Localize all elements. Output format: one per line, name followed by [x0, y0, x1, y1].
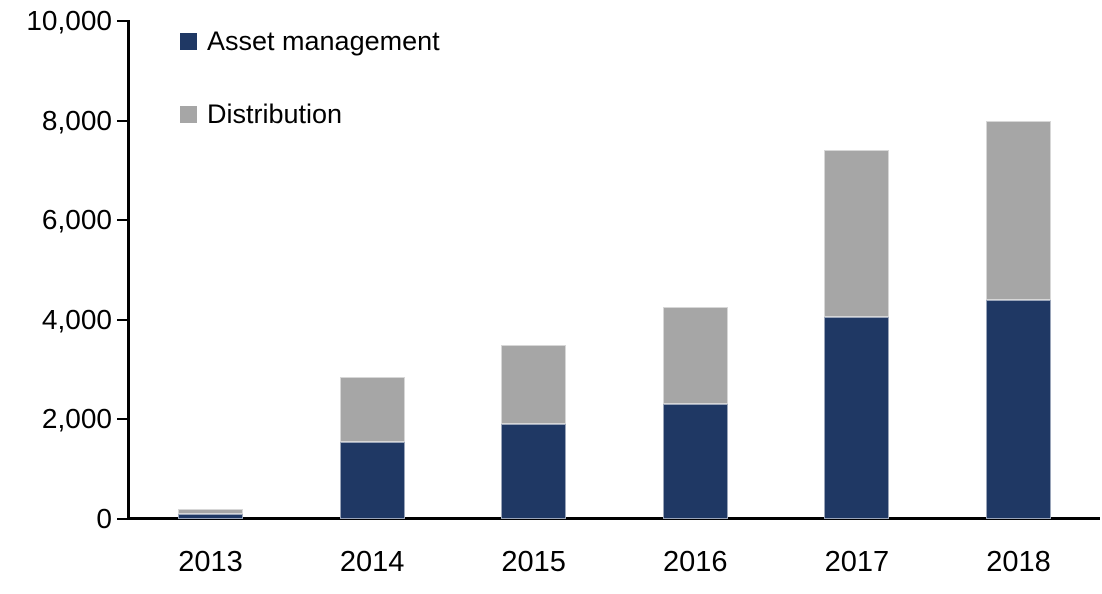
x-axis-category-label: 2015 [501, 546, 566, 578]
bar-segment-asset-management-2016 [662, 404, 728, 519]
y-axis-tick-label: 6,000 [41, 204, 112, 236]
legend-label: Distribution [207, 98, 343, 129]
bar-segment-distribution-2014 [339, 377, 405, 442]
bar-segment-asset-management-2017 [824, 317, 890, 519]
legend-swatch-asset-management [180, 32, 197, 50]
bar-segment-asset-management-2014 [339, 441, 405, 519]
bar-segment-distribution-2018 [986, 120, 1051, 300]
x-axis-category-label: 2013 [178, 546, 243, 578]
x-axis-category-label: 2014 [339, 546, 405, 578]
bar-segment-asset-management-2013 [178, 514, 243, 519]
x-axis-category-label: 2018 [986, 546, 1051, 578]
y-axis-tick-label: 8,000 [41, 104, 112, 136]
y-axis-tick-label: 2,000 [41, 403, 112, 435]
y-axis-tick-mark [117, 119, 128, 122]
y-axis-tick-mark [117, 418, 128, 421]
legend-item-distribution: Distribution [180, 99, 342, 129]
x-axis-category-label: 2017 [824, 546, 890, 578]
legend-label: Asset management [207, 25, 440, 56]
bar-segment-distribution-2016 [662, 307, 728, 405]
x-axis-line [127, 517, 1100, 520]
y-axis-tick-label: 0 [96, 503, 112, 534]
y-axis-tick-label: 10,000 [26, 5, 112, 36]
y-axis-line [127, 20, 130, 520]
bar-segment-distribution-2017 [824, 150, 890, 318]
bar-segment-asset-management-2015 [501, 424, 567, 519]
y-axis-tick-mark [117, 219, 128, 222]
bar-segment-distribution-2015 [501, 344, 567, 425]
y-axis-tick-mark [117, 518, 128, 520]
y-axis-tick-mark [117, 20, 128, 22]
x-axis-category-label: 2016 [663, 546, 728, 578]
legend-item-asset-management: Asset management [180, 26, 440, 56]
y-axis-tick-label: 4,000 [41, 303, 112, 335]
legend-swatch-distribution [180, 105, 197, 123]
bar-segment-distribution-2013 [178, 509, 243, 515]
bar-segment-asset-management-2018 [986, 299, 1051, 519]
y-axis-tick-mark [117, 318, 128, 321]
